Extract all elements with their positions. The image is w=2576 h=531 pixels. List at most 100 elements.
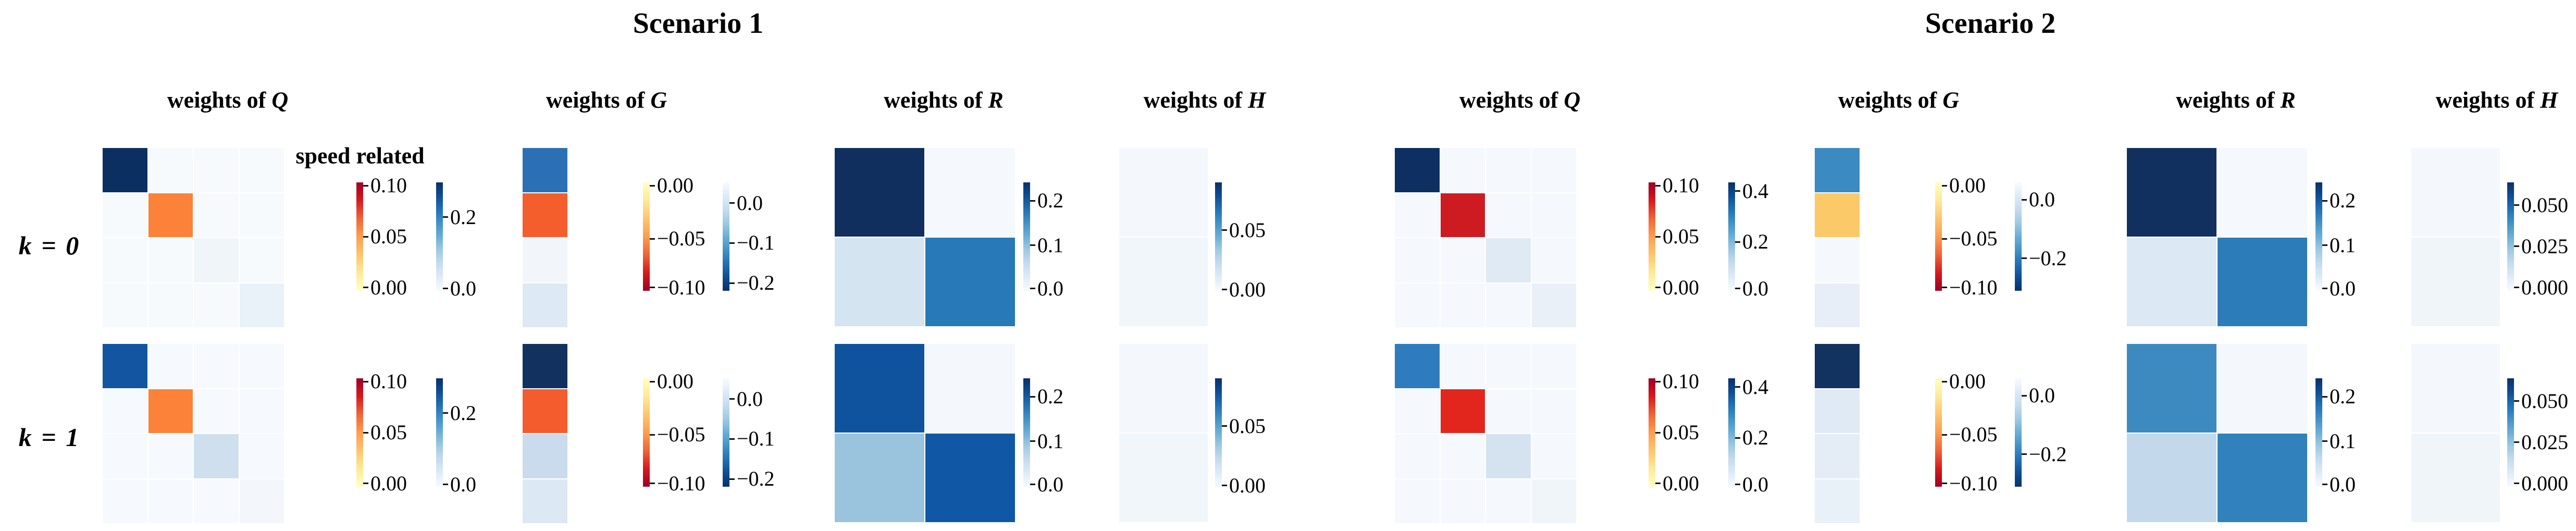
heatmap-cell-r2c2 [194, 238, 239, 282]
colorbar-r1-s2-k1 [2315, 378, 2322, 487]
colorbar-tick-label: 0.05 [1663, 225, 1699, 248]
colorbar-tick-label: 0.05 [1229, 218, 1266, 242]
heatmap-cell-r0c0 [1119, 148, 1208, 237]
colorbar-tick-mark [650, 434, 655, 436]
colorbar-q2-s2-k0 [1728, 182, 1735, 291]
colorbar-tick-label: 0.10 [370, 369, 407, 393]
heatmap-cell-r1c0 [1119, 238, 1208, 326]
colorbar-q2-s1-k1 [436, 378, 443, 487]
colorbar-tick-mark [443, 288, 448, 290]
colorbar-tick-label: 0.0 [2029, 188, 2055, 212]
heatmap-q-s1-k0 [103, 148, 284, 327]
colorbar-tick-label: −0.2 [2029, 246, 2067, 270]
colorbar-tick-mark [2514, 204, 2519, 206]
heatmap-cell-r2c0 [1815, 238, 1860, 282]
colorbar-tick-label: 0.00 [1949, 174, 1986, 197]
heatmap-cell-r1c0 [2127, 238, 2216, 326]
heatmap-cell-r1c3 [239, 193, 284, 237]
colorbar-tick-label: −0.2 [2029, 442, 2067, 466]
colorbar-tick-mark [2322, 396, 2327, 398]
colorbar-tick-label: −0.10 [1949, 275, 1998, 299]
heatmap-h-s1-k0 [1119, 148, 1208, 326]
heatmap-cell-r1c1 [925, 238, 1015, 326]
heatmap-cell-r3c0 [1815, 283, 1860, 327]
colorbar-tick-mark [2022, 394, 2027, 397]
heatmap-cell-r1c1 [148, 193, 193, 237]
colorbar-tick-mark [1942, 184, 1947, 187]
heatmap-cell-r1c2 [194, 389, 239, 433]
colorbar-tick-mark [650, 380, 655, 382]
colorbar-tick-mark [1735, 288, 1740, 290]
heatmap-cell-r1c0 [1815, 389, 1860, 433]
heatmap-h-s1-k1 [1119, 344, 1208, 522]
colorbar-h1-s1-k0 [1215, 182, 1222, 291]
heatmap-cell-r0c1 [925, 344, 1015, 433]
heatmap-cell-r1c3 [1531, 193, 1576, 237]
colorbar-tick-label: 0.0 [1742, 276, 1768, 300]
heatmap-g-s1-k0 [523, 148, 567, 327]
heatmap-cell-r1c1 [2218, 434, 2307, 522]
colorbar-tick-label: 0.2 [1742, 426, 1768, 450]
heatmap-cell-r2c1 [148, 238, 193, 282]
heatmap-cell-r0c0 [1119, 344, 1208, 433]
colorbar-g1-s2-k0 [1935, 182, 1942, 291]
heatmap-cell-r2c3 [239, 434, 284, 478]
colorbar-tick-label: −0.05 [657, 227, 705, 251]
heatmap-r-s2-k1 [2127, 344, 2307, 522]
colorbar-q1-s2-k1 [1649, 378, 1655, 487]
heatmap-cell-r2c0 [103, 238, 147, 282]
heatmap-cell-r0c0 [103, 148, 147, 192]
colorbar-tick-mark [1655, 380, 1661, 382]
row-label-k0: k = 0 [18, 231, 81, 260]
colorbar-tick-label: 0.2 [1037, 385, 1063, 409]
colorbar-tick-label: 0.050 [2521, 193, 2568, 217]
scenario-1-title: Scenario 1 [633, 7, 764, 40]
heatmap-cell-r1c0 [835, 238, 924, 326]
heatmap-r-s2-k0 [2127, 148, 2307, 326]
colorbar-tick-mark [1735, 437, 1740, 439]
heatmap-cell-r0c2 [194, 344, 239, 388]
heatmap-cell-r3c0 [523, 479, 567, 523]
heatmap-q-s2-k0 [1395, 148, 1576, 327]
heatmap-cell-r0c3 [239, 344, 284, 388]
colorbar-tick-mark [1942, 238, 1947, 240]
colorbar-tick-mark [363, 184, 368, 187]
colorbar-tick-mark [1735, 190, 1740, 192]
heatmap-cell-r2c3 [239, 238, 284, 282]
colorbar-tick-label: 0.2 [1742, 230, 1768, 254]
colorbar-tick-label: −0.10 [1949, 471, 1998, 495]
colorbar-r1-s1-k0 [1023, 182, 1030, 291]
heatmap-cell-r3c1 [148, 283, 193, 327]
speed-related-annotation: speed related [295, 143, 425, 169]
heatmap-cell-r1c2 [1486, 389, 1531, 433]
heatmap-cell-r1c0 [835, 434, 924, 522]
heatmap-cell-r0c3 [239, 148, 284, 192]
colorbar-tick-label: 0.0 [450, 472, 476, 496]
heatmap-g-s2-k0 [1815, 148, 1860, 327]
heatmap-cell-r1c0 [103, 389, 147, 433]
heatmap-cell-r3c2 [1486, 283, 1531, 327]
heatmap-cell-r3c3 [239, 479, 284, 523]
colorbar-tick-label: 0.00 [657, 369, 693, 393]
colorbar-g2-s1-k1 [723, 378, 729, 487]
colorbar-q1-s1-k1 [356, 378, 363, 487]
colorbar-tick-label: 0.00 [1229, 277, 1266, 301]
colorbar-tick-mark [1735, 484, 1740, 486]
colorbar-tick-label: −0.10 [657, 471, 705, 495]
heatmap-cell-r3c2 [194, 479, 239, 523]
heatmap-cell-r0c2 [194, 148, 239, 192]
heatmap-cell-r2c3 [1531, 434, 1576, 478]
colorbar-tick-label: 0.00 [1663, 275, 1699, 299]
colorbar-q1-s1-k0 [356, 182, 363, 291]
colorbar-g2-s1-k0 [723, 182, 729, 291]
heatmap-cell-r2c0 [1395, 238, 1440, 282]
colorbar-tick-label: −0.05 [1949, 227, 1998, 251]
colorbar-tick-mark [1222, 289, 1227, 291]
colorbar-tick-mark [1655, 287, 1661, 289]
colorbar-tick-label: 0.1 [2330, 429, 2356, 453]
colorbar-tick-mark [1222, 229, 1227, 231]
heatmap-cell-r0c0 [523, 148, 567, 192]
heatmap-cell-r2c2 [194, 434, 239, 478]
colorbar-g1-s2-k1 [1935, 378, 1942, 487]
colorbar-tick-mark [443, 412, 448, 414]
